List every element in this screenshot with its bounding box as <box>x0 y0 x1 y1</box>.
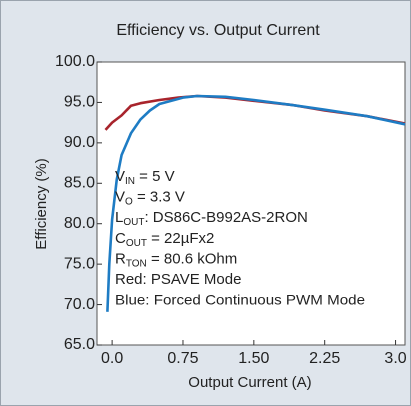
annotation-text: = 22µFx2 <box>147 230 214 247</box>
y-tick-label: 75.0 <box>64 255 95 272</box>
annotation: VO = 3.3 V <box>115 189 185 208</box>
annotation-text: C <box>115 230 126 247</box>
annotation-subscript: IN <box>125 176 135 187</box>
y-tick-label: 65.0 <box>64 336 95 353</box>
x-tick-label: 0.75 <box>167 350 198 367</box>
annotation-text: = 80.6 kOhm <box>147 250 237 267</box>
plot-area <box>96 61 406 346</box>
y-axis-label: Efficiency (%) <box>33 158 50 249</box>
annotation-text: V <box>115 189 125 206</box>
annotation-text: : DS86C-B992AS-2RON <box>144 209 307 226</box>
y-tick-label: 85.0 <box>64 175 95 192</box>
annotation-subscript: TON <box>126 258 147 269</box>
x-tick-label: 3.0 <box>384 350 406 367</box>
annotation-text: L <box>115 209 123 226</box>
annotation-text: = 3.3 V <box>133 189 185 206</box>
annotation: LOUT: DS86C-B992AS-2RON <box>115 209 308 228</box>
y-tick-label: 70.0 <box>64 296 95 313</box>
x-tick-label: 1.50 <box>238 350 269 367</box>
annotation-subscript: OUT <box>123 217 144 228</box>
annotation: VIN = 5 V <box>115 168 175 187</box>
x-tick-label: 2.25 <box>309 350 340 367</box>
annotation-subscript: OUT <box>126 237 147 248</box>
y-tick-label: 90.0 <box>64 134 95 151</box>
annotation: Red: PSAVE Mode <box>115 271 241 288</box>
annotation: Blue: Forced Continuous PWM Mode <box>115 291 365 307</box>
x-tick-label: 0.0 <box>101 350 123 367</box>
annotation-text: Blue: Forced Continuous PWM Mode <box>115 291 365 307</box>
y-tick-label: 80.0 <box>64 215 95 232</box>
annotation-subscript: O <box>125 196 133 207</box>
annotation-text: Red: PSAVE Mode <box>115 271 241 288</box>
chart-title: Efficiency vs. Output Current <box>116 22 320 39</box>
annotation-text: R <box>115 250 126 267</box>
annotation: RTON = 80.6 kOhm <box>115 250 237 269</box>
y-tick-label: 100.0 <box>55 53 95 70</box>
x-axis-label: Output Current (A) <box>188 374 311 391</box>
annotation-text: = 5 V <box>135 168 175 185</box>
y-tick-label: 95.0 <box>64 94 95 111</box>
annotation-text: V <box>115 168 125 185</box>
annotation: COUT = 22µFx2 <box>115 230 214 249</box>
series-line <box>106 94 406 312</box>
